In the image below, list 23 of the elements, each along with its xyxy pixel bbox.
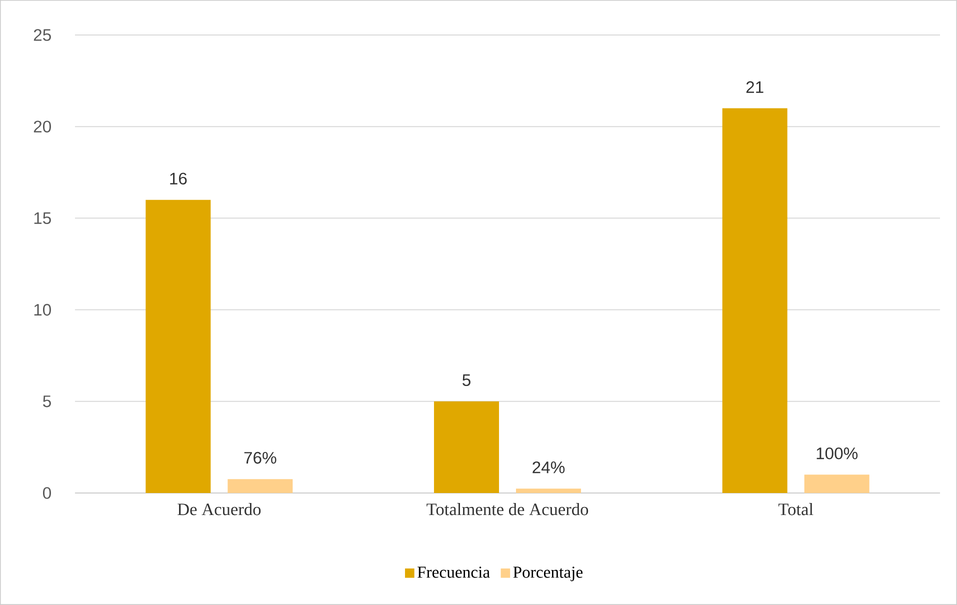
y-tick-label: 5 (43, 396, 51, 408)
bar (228, 479, 293, 493)
bar (722, 108, 788, 493)
y-tick-label: 0 (43, 487, 51, 499)
data-label: 5 (462, 374, 470, 386)
data-label: 21 (746, 81, 764, 93)
y-tick-label: 15 (34, 212, 51, 224)
data-label: 100% (816, 448, 858, 460)
x-tick-label: Totalmente de Acuerdo (426, 503, 588, 516)
data-label: 76% (244, 452, 276, 464)
y-tick-label: 25 (34, 29, 51, 41)
x-tick-label: De Acuerdo (178, 503, 261, 516)
x-tick-label: Total (778, 503, 814, 516)
bar (146, 200, 211, 493)
data-label: 16 (170, 172, 187, 184)
legend-label: Porcentaje (513, 566, 583, 582)
legend-label: Frecuencia (417, 566, 490, 578)
data-label: 24% (532, 461, 565, 474)
bar (434, 401, 500, 493)
y-tick-label: 10 (34, 304, 51, 316)
bar (804, 474, 870, 493)
y-tick-label: 20 (34, 120, 51, 132)
bar (516, 488, 581, 493)
